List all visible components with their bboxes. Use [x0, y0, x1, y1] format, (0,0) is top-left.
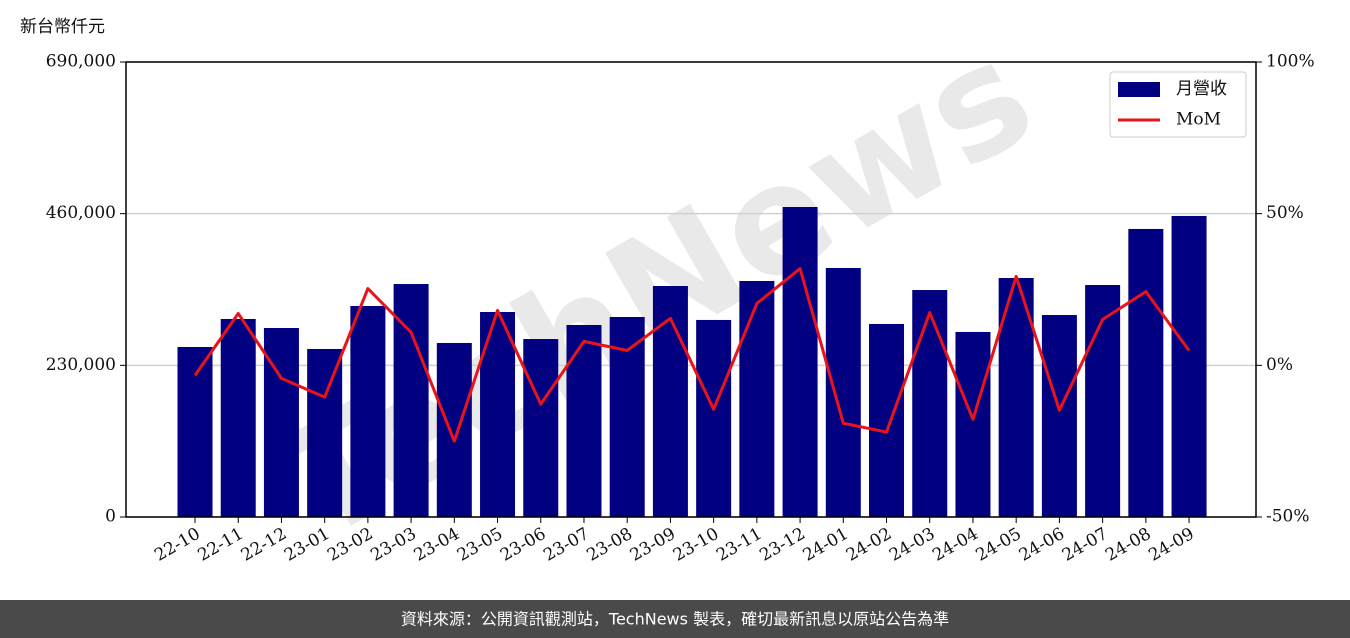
- x-tick-label: 23-07: [540, 524, 592, 566]
- legend-swatch: [1118, 82, 1160, 97]
- bar: [869, 323, 905, 517]
- x-tick-label: 23-09: [627, 524, 679, 566]
- bar: [523, 339, 559, 517]
- x-tick-label: 24-07: [1059, 524, 1111, 566]
- bar: [1041, 315, 1077, 517]
- x-tick-label: 23-06: [497, 524, 549, 566]
- bar: [350, 305, 386, 517]
- y2-tick-label: -50%: [1266, 507, 1310, 527]
- x-tick-label: 23-08: [584, 524, 636, 566]
- bar: [825, 268, 861, 517]
- legend-label: MoM: [1176, 110, 1221, 130]
- legend: 月營收 MoM: [1109, 71, 1247, 138]
- y-tick-label: 460,000: [46, 203, 116, 223]
- x-tick-label: 22-12: [238, 524, 290, 566]
- x-tick-label: 22-11: [195, 524, 247, 566]
- legend-label: 月營收: [1176, 79, 1227, 99]
- y-tick-label: 0: [105, 507, 116, 527]
- x-tick-label: 24-06: [1016, 524, 1068, 566]
- plot-frame: [125, 61, 1257, 518]
- bar: [436, 342, 472, 517]
- x-tick-label: 24-04: [929, 524, 981, 566]
- bar: [566, 324, 602, 517]
- x-tick-label: 23-04: [411, 524, 463, 566]
- x-tick-label: 24-09: [1145, 524, 1197, 566]
- bar: [177, 347, 213, 517]
- y2-tick-label: 100%: [1266, 52, 1315, 72]
- footer-bar: [0, 600, 1350, 638]
- bar: [652, 286, 688, 517]
- x-tick-label: 24-05: [972, 524, 1024, 566]
- x-tick-label: 23-01: [281, 524, 333, 566]
- source-note: 資料來源：公開資訊觀測站，TechNews 製表，確切最新訊息以原站公告為準: [401, 610, 949, 629]
- bar: [912, 290, 948, 517]
- y-axis-label: 新台幣仟元: [20, 17, 105, 37]
- bar: [782, 207, 818, 517]
- bar: [739, 280, 775, 517]
- x-tick-label: 23-12: [756, 524, 808, 566]
- y-tick-label: 690,000: [46, 52, 116, 72]
- x-tick-label: 23-10: [670, 524, 722, 566]
- y2-tick-label: 50%: [1266, 203, 1304, 223]
- bar: [1171, 215, 1207, 517]
- x-tick-label: 24-08: [1102, 524, 1154, 566]
- bar: [696, 319, 732, 517]
- bar: [263, 328, 299, 517]
- y2-tick-label: 0%: [1266, 355, 1293, 375]
- bar: [1128, 228, 1164, 517]
- bar: [1085, 285, 1121, 517]
- x-tick-label: 24-03: [886, 524, 938, 566]
- y-tick-label: 230,000: [46, 355, 116, 375]
- x-tick-label: 23-11: [713, 524, 765, 566]
- x-tick-label: 24-02: [843, 524, 895, 566]
- line: [193, 267, 1191, 443]
- x-tick-label: 24-01: [800, 524, 852, 566]
- bar: [955, 331, 991, 517]
- bar: [393, 284, 429, 517]
- bar: [220, 318, 256, 517]
- bar: [307, 348, 343, 517]
- x-tick-label: 23-05: [454, 524, 506, 566]
- x-tick-label: 22-10: [151, 524, 203, 566]
